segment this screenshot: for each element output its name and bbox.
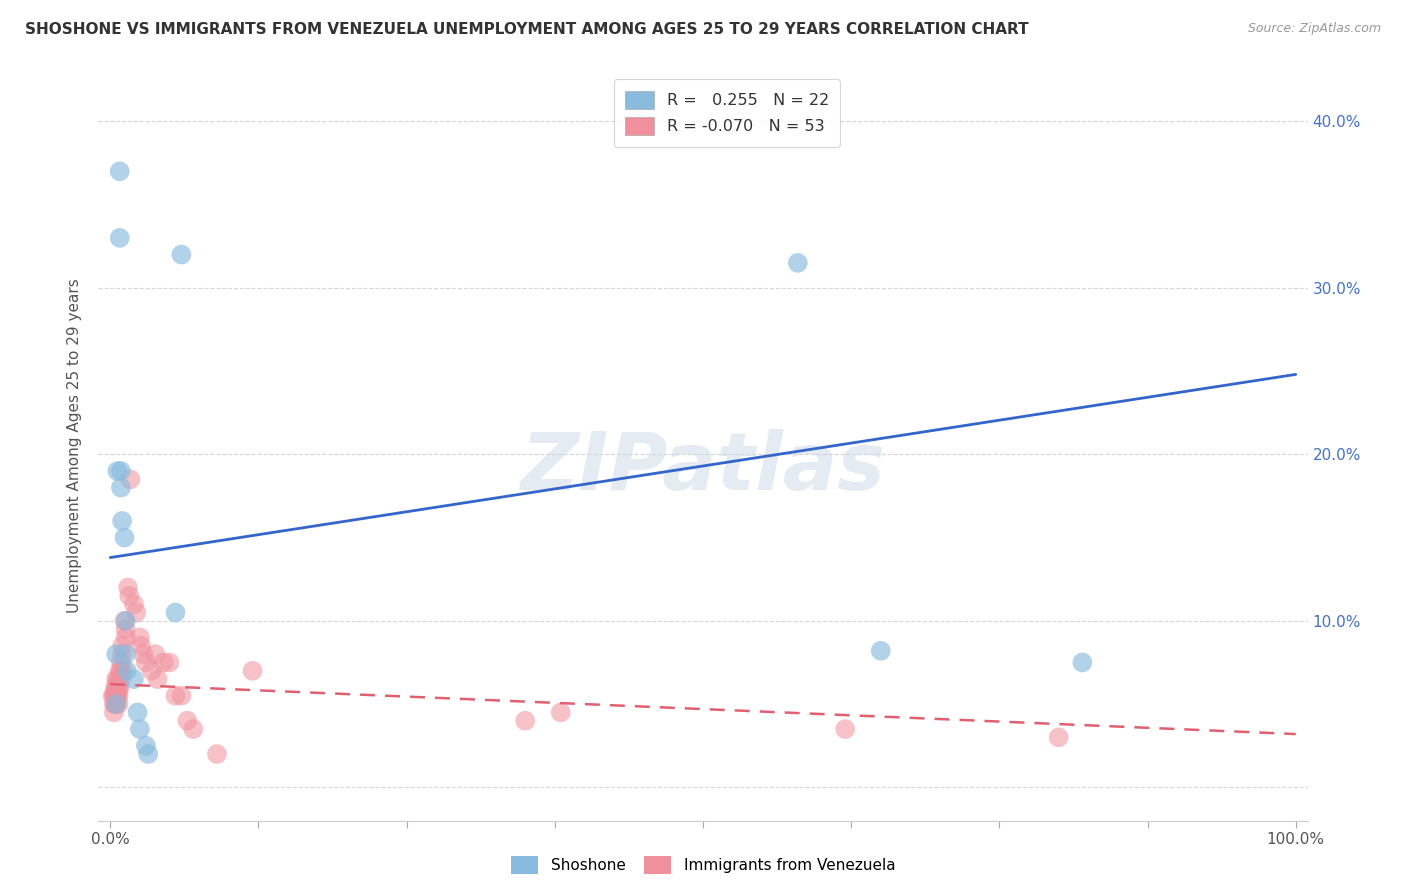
Point [550,706,572,720]
Point [115,664,138,678]
Point [105,697,128,711]
Point [170,689,193,703]
Point [107,689,129,703]
Point [111,647,134,661]
Point [146,672,169,686]
Point [108,231,131,245]
Point [129,631,152,645]
Point [125,606,148,620]
Point [165,689,187,703]
Point [129,639,152,653]
Point [105,647,128,661]
Point [105,681,128,695]
Text: ZIPatlas: ZIPatlas [520,429,886,508]
Point [105,672,128,686]
Text: SHOSHONE VS IMMIGRANTS FROM VENEZUELA UNEMPLOYMENT AMONG AGES 25 TO 29 YEARS COR: SHOSHONE VS IMMIGRANTS FROM VENEZUELA UN… [25,22,1029,37]
Point [108,164,131,178]
Point [165,606,187,620]
Point [110,664,132,678]
Point [122,597,145,611]
Point [104,689,127,703]
Point [135,739,157,753]
Point [108,681,131,695]
Point [135,656,157,670]
Point [105,689,128,703]
Point [103,706,125,720]
Point [103,689,125,703]
Point [141,664,163,678]
Point [136,747,159,761]
Point [105,681,128,695]
Point [105,697,128,711]
Point [114,531,136,545]
Point [152,656,174,670]
Point [107,697,129,711]
Legend: R =   0.255   N = 22, R = -0.070   N = 53: R = 0.255 N = 22, R = -0.070 N = 53 [614,79,841,146]
Point [205,747,228,761]
Point [117,581,139,595]
Point [114,647,136,661]
Point [159,656,181,670]
Point [786,256,808,270]
Point [110,481,132,495]
Point [1047,731,1070,745]
Point [104,681,127,695]
Point [127,706,149,720]
Point [143,647,166,661]
Point [834,722,856,736]
Point [181,722,204,736]
Point [122,672,145,686]
Point [118,589,141,603]
Point [110,464,132,478]
Point [108,672,131,686]
Point [107,681,129,695]
Point [105,464,128,478]
Point [120,472,142,486]
Point [114,631,136,645]
Point [1071,656,1094,670]
Point [105,689,128,703]
Point [242,664,264,678]
Point [869,644,891,658]
Point [111,514,134,528]
Point [101,689,124,703]
Legend: Shoshone, Immigrants from Venezuela: Shoshone, Immigrants from Venezuela [505,850,901,880]
Point [110,656,132,670]
Point [170,247,193,261]
Text: Source: ZipAtlas.com: Source: ZipAtlas.com [1247,22,1381,36]
Point [105,672,128,686]
Point [103,697,125,711]
Point [176,714,198,728]
Point [129,722,152,736]
Point [110,672,132,686]
Point [114,614,136,628]
Y-axis label: Unemployment Among Ages 25 to 29 years: Unemployment Among Ages 25 to 29 years [67,278,83,614]
Point [515,714,537,728]
Point [132,647,155,661]
Point [112,664,135,678]
Point [108,664,131,678]
Point [111,639,134,653]
Point [114,614,136,628]
Point [104,697,127,711]
Point [114,622,136,636]
